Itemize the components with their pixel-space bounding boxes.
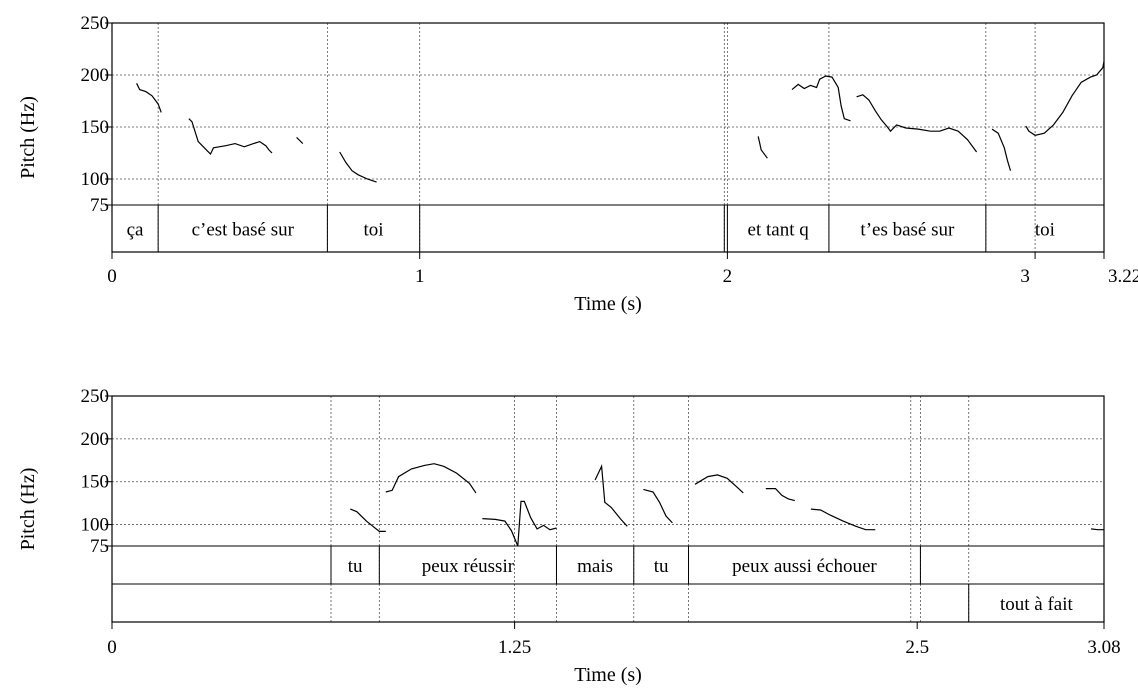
x-tick-label: 0 (107, 637, 117, 658)
pitch-contour (296, 136, 304, 145)
y-tick-label: 75 (90, 195, 109, 216)
pitch-contour (1091, 528, 1104, 531)
y-tick-label: 150 (81, 117, 110, 138)
segment-label: t’es basé sur (860, 220, 955, 241)
pitch-contour (643, 488, 673, 524)
pitch-panel-bottom: tu peux réussir mais tu peux aussi échouer to… (17, 386, 1121, 686)
x-tick-label: 2.5 (905, 637, 929, 658)
y-tick-label: 250 (81, 386, 110, 407)
pitch-contour (810, 508, 876, 531)
pitch-contour (594, 464, 628, 527)
segment-label: peux aussi échouer (732, 556, 877, 577)
pitch-contour (856, 94, 978, 153)
segment-label: toi (1035, 220, 1055, 241)
y-tick-label: 250 (81, 13, 110, 34)
x-axis-title: Time (s) (574, 293, 642, 315)
y-tick-label: 100 (81, 515, 110, 536)
pitch-contour (385, 463, 477, 494)
x-tick-label: 2 (723, 266, 733, 287)
pitch-contour (765, 488, 795, 502)
pitch-contour (694, 474, 744, 494)
pitch-contour (1025, 61, 1105, 136)
y-axis-title: Pitch (Hz) (17, 468, 39, 551)
segment-label: tu (348, 556, 363, 577)
y-tick-label: 200 (81, 429, 110, 450)
segment-label: tout à fait (1000, 594, 1074, 615)
pitch-contour (757, 136, 768, 159)
y-tick-label: 200 (81, 65, 110, 86)
segment-label: tu (654, 556, 669, 577)
x-tick-label: 1 (415, 266, 425, 287)
pitch-contour (350, 508, 386, 533)
segment-label: mais (577, 556, 613, 577)
segment-label: ça (127, 220, 144, 241)
y-tick-label: 100 (81, 169, 110, 190)
x-axis-title: Time (s) (574, 664, 642, 686)
pitch-contour (188, 118, 273, 156)
x-tick-label: 0 (107, 266, 117, 287)
plot-frame (111, 22, 1105, 253)
x-tick-label: 1.25 (498, 637, 531, 658)
y-tick-label: 150 (81, 472, 110, 493)
x-tick-label: 3.08 (1087, 637, 1120, 658)
plot-frame (111, 395, 1105, 623)
x-tick-label: 3.224 (1108, 266, 1138, 287)
x-tick-label: 3 (1020, 266, 1030, 287)
pitch-contour (482, 500, 557, 547)
pitch-contour (791, 75, 851, 122)
segment-label: peux réussir (422, 556, 515, 577)
y-tick-label: 75 (90, 536, 109, 557)
pitch-panel-top: ça c’est basé sur toi et tant q t’es basé su… (17, 13, 1138, 315)
segment-label: c’est basé sur (192, 220, 295, 241)
pitch-contour (339, 151, 377, 183)
segment-label: toi (364, 220, 384, 241)
pitch-contour (991, 128, 1012, 171)
pitch-contour (136, 83, 162, 113)
y-axis-title: Pitch (Hz) (17, 96, 39, 179)
segment-label: et tant q (748, 220, 810, 241)
